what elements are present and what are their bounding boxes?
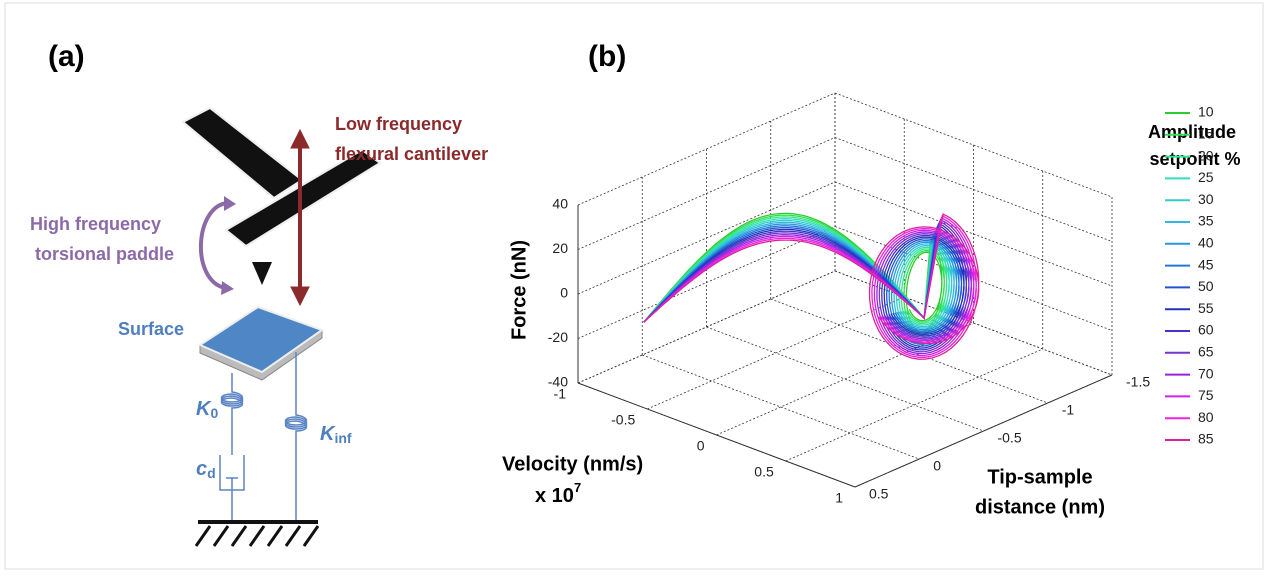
y-tick-label: 0 [933,458,941,474]
torsional-label: High frequency [30,214,161,234]
y-tick-label: -1.5 [1126,374,1150,390]
z-tick-label: -40 [548,374,568,390]
y-tick-label: -0.5 [998,430,1022,446]
grid-line [834,92,1113,198]
x-tick-label: 0 [697,438,705,454]
trajectory [643,216,975,357]
frame [4,2,1264,570]
flexural-label: Low frequency [335,114,462,134]
legend-label: 10 [1198,104,1214,120]
legend-label: 80 [1198,409,1214,425]
trajectory [643,222,968,351]
symbol: K [196,398,212,420]
legend-label: 70 [1198,365,1214,381]
grid-line [834,181,1113,287]
axis-line [577,382,856,488]
trajectory [643,214,977,358]
x-tick-label: 0.5 [754,464,774,480]
legend-label: 45 [1198,256,1214,272]
legend-label: 50 [1198,278,1214,294]
grid-line [706,326,984,432]
legend-label: 25 [1198,169,1214,185]
cd-label: cd [196,458,216,480]
grid-line [770,298,1048,404]
legend-label: 15 [1198,126,1214,142]
legend-label: 85 [1198,431,1214,447]
axis-line [854,374,1113,488]
legend-label: 30 [1198,191,1214,207]
grid-line [577,270,836,384]
velocity-scale: x 107 [535,480,581,507]
legend-label: 75 [1198,387,1214,403]
kinf-label: Kinf [320,423,352,445]
distance-axis-label: distance (nm) [975,496,1105,518]
flexural-arrow [290,128,310,307]
surface-label: Surface [118,319,184,339]
legend-label: 60 [1198,322,1214,338]
subscript: d [207,465,216,481]
panel-label: (b) [588,40,626,73]
torsional-arrow [198,196,236,295]
trajectory [643,225,960,346]
grid-line [577,181,836,295]
trajectory [643,218,972,355]
exponent: 7 [574,480,581,495]
symbol: c [196,458,207,480]
force-axis-label: Force (nN) [508,240,530,340]
legend-label: 65 [1198,344,1214,360]
z-tick-label: 20 [552,240,568,256]
cantilever [181,106,382,285]
x-tick-label: 1 [835,490,843,506]
trajectory [643,212,943,333]
trajectory [643,213,980,360]
y-tick-label: -1 [1062,402,1075,418]
z-tick-label: 0 [560,285,568,301]
grid-line [577,92,836,206]
plot-3d: -1 -0.5 0 0.5 1 0.5 0 -0.5 -1 -1.5 40 20 0 -20 -40 10 15… [548,92,1214,506]
scale: x 10 [535,485,574,507]
trajectory [643,216,948,336]
trajectory [643,221,955,342]
distance-axis-label: Tip-sample [987,466,1092,488]
panel-label: (a) [48,40,85,73]
trajectory [643,224,965,349]
legend-label: 40 [1198,235,1214,251]
grid-line [577,226,836,339]
grid-line [642,354,920,460]
trajectory [643,226,963,347]
ground [194,520,320,547]
z-tick-label: -20 [548,329,568,345]
legend-label: 20 [1198,147,1214,163]
grid-line [834,226,1113,331]
subscript: 0 [210,405,218,421]
x-tick-label: -0.5 [611,412,635,428]
trajectory [643,219,953,340]
z-tick-label: 40 [552,196,568,212]
flexural-label: flexural cantilever [335,144,488,164]
y-tick-label: 0.5 [869,486,889,502]
trajectory [643,218,950,338]
springs [219,352,308,522]
trajectory [643,214,945,334]
legend-title: setpoint % [1149,149,1240,169]
trajectory [643,223,958,344]
legend-label: 35 [1198,213,1214,229]
grid-line [834,137,1113,242]
k0-label: K0 [196,398,218,420]
legend-label: 55 [1198,300,1214,316]
trajectory [643,220,970,353]
legend-title: Amplitude [1148,122,1236,142]
subscript: inf [334,430,351,446]
grid-line [834,270,1113,376]
symbol: K [320,423,336,445]
grid-line [577,137,836,250]
torsional-label: torsional paddle [35,244,174,264]
surface [197,305,325,381]
velocity-axis-label: Velocity (nm/s) [502,453,643,475]
x-tick-label: -1 [554,386,567,402]
